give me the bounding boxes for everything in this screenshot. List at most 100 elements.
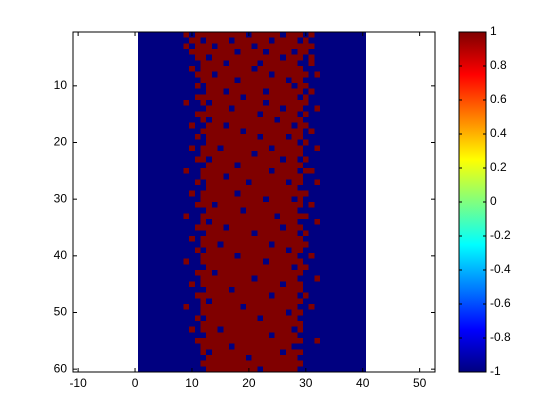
heatmap-cell <box>200 168 207 175</box>
heatmap-cell <box>354 37 361 44</box>
heatmap-cell <box>166 338 173 345</box>
heatmap-cell <box>177 105 184 112</box>
heatmap-cell <box>137 168 144 175</box>
heatmap-cell <box>280 49 287 56</box>
heatmap-cell <box>297 270 304 277</box>
heatmap-cell <box>263 315 270 322</box>
heatmap-cell <box>149 32 156 39</box>
heatmap-cell <box>211 326 218 333</box>
heatmap-cell <box>342 326 349 333</box>
heatmap-cell <box>268 173 275 180</box>
heatmap-cell <box>143 83 150 90</box>
heatmap-cell <box>280 253 287 260</box>
heatmap-cell <box>285 349 292 356</box>
heatmap-cell <box>285 54 292 61</box>
heatmap-cell <box>194 190 201 197</box>
heatmap-cell <box>240 360 247 367</box>
heatmap-cell <box>263 236 270 243</box>
heatmap-cell <box>325 219 332 226</box>
heatmap-cell <box>228 281 236 288</box>
heatmap-cell <box>160 122 167 129</box>
heatmap-cell <box>314 298 321 305</box>
heatmap-cell <box>268 49 275 56</box>
heatmap-cell <box>291 43 298 50</box>
heatmap-cell <box>246 168 253 175</box>
heatmap-cell <box>137 43 144 50</box>
heatmap-cell <box>228 71 236 78</box>
heatmap-cell <box>280 360 287 367</box>
heatmap-cell <box>314 287 321 294</box>
heatmap-cell <box>200 304 207 311</box>
heatmap-cell <box>354 258 361 265</box>
heatmap-cell <box>189 349 196 356</box>
heatmap-cell <box>337 213 344 220</box>
heatmap-cell <box>331 309 338 316</box>
heatmap-cell <box>320 151 327 158</box>
heatmap-cell <box>291 326 298 333</box>
heatmap-cell <box>234 71 241 78</box>
heatmap-cell <box>240 304 247 311</box>
heatmap-cell <box>217 162 224 169</box>
heatmap-cell <box>172 309 179 316</box>
heatmap-cell <box>217 241 224 248</box>
heatmap-cell <box>268 88 275 95</box>
heatmap-cell <box>280 270 287 277</box>
heatmap-cell <box>183 292 190 299</box>
heatmap-cell <box>285 134 292 141</box>
heatmap-cell <box>325 151 332 158</box>
heatmap-cell <box>240 37 247 44</box>
heatmap-cell <box>234 287 241 294</box>
heatmap-cell <box>154 230 162 237</box>
heatmap-cell <box>268 287 275 294</box>
heatmap-cell <box>206 196 213 203</box>
heatmap-cell <box>234 202 241 209</box>
heatmap-cell <box>263 185 270 192</box>
heatmap-cell <box>308 270 315 277</box>
heatmap-cell <box>137 122 144 129</box>
heatmap-cell <box>217 77 224 84</box>
heatmap-cell <box>234 111 241 118</box>
heatmap-cell <box>325 43 332 50</box>
heatmap-cell <box>308 281 315 288</box>
heatmap-cell <box>257 77 264 84</box>
heatmap-cell <box>354 366 361 373</box>
heatmap-cell <box>234 241 241 248</box>
heatmap-cell <box>359 111 366 118</box>
heatmap-cell <box>228 173 236 180</box>
heatmap-cell <box>240 270 247 277</box>
heatmap-cell <box>297 173 304 180</box>
heatmap-cell <box>223 196 230 203</box>
heatmap-cell <box>234 49 241 56</box>
heatmap-cell <box>280 355 287 362</box>
heatmap-cell <box>223 202 230 209</box>
heatmap-cell <box>154 111 162 118</box>
heatmap-cell <box>149 111 156 118</box>
heatmap-cell <box>166 66 173 73</box>
heatmap-cell <box>189 264 196 271</box>
heatmap-cell <box>274 349 281 356</box>
heatmap-cell <box>331 71 338 78</box>
heatmap-cell <box>160 151 167 158</box>
heatmap-cell <box>166 43 173 50</box>
heatmap-cell <box>228 292 236 299</box>
heatmap-cell <box>143 224 150 231</box>
heatmap-cell <box>348 315 355 322</box>
heatmap-cell <box>211 355 218 362</box>
heatmap-cell <box>274 156 281 163</box>
heatmap-cell <box>257 71 264 78</box>
heatmap-cell <box>268 309 275 316</box>
heatmap-cell <box>257 241 264 248</box>
heatmap-cell <box>246 292 253 299</box>
heatmap-cell <box>354 326 361 333</box>
heatmap-cell <box>274 111 281 118</box>
heatmap-cell <box>217 168 224 175</box>
heatmap-cell <box>166 145 173 152</box>
heatmap-cell <box>149 151 156 158</box>
heatmap-cell <box>251 230 258 237</box>
heatmap-cell <box>285 355 292 362</box>
heatmap-cell <box>228 230 236 237</box>
heatmap-cell <box>348 66 355 73</box>
heatmap-cell <box>342 343 349 350</box>
heatmap-cell <box>337 83 344 90</box>
heatmap-cell <box>263 139 270 146</box>
